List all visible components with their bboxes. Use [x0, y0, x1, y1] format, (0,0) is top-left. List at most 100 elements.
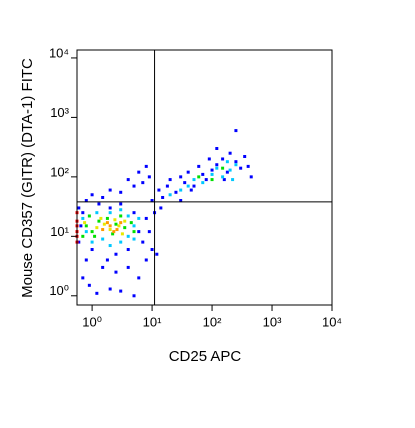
point — [144, 216, 148, 220]
point — [234, 129, 238, 133]
point — [129, 221, 133, 225]
point — [137, 276, 141, 280]
y-tick-label: 10⁰ — [49, 283, 69, 298]
point — [77, 206, 81, 210]
point — [101, 237, 105, 241]
plot-frame — [76, 49, 333, 306]
point — [168, 178, 172, 182]
point — [189, 188, 193, 192]
x-axis-title: CD25 APC — [169, 348, 242, 365]
point — [179, 199, 183, 203]
point — [114, 270, 118, 274]
point — [84, 230, 88, 234]
point — [174, 190, 178, 194]
point — [81, 276, 85, 280]
point — [114, 222, 118, 226]
point — [179, 175, 183, 179]
point — [222, 178, 226, 182]
point — [243, 155, 247, 159]
point — [225, 160, 229, 164]
point — [207, 157, 211, 161]
point — [81, 216, 85, 220]
point — [102, 222, 106, 226]
y-axis-title: Mouse CD357 (GITR) (DTA-1) FITC — [19, 58, 36, 298]
point — [137, 230, 141, 234]
point — [101, 195, 105, 199]
point — [97, 202, 101, 206]
point — [132, 184, 136, 188]
point — [95, 211, 99, 215]
point — [141, 240, 145, 244]
point — [119, 289, 123, 293]
point — [126, 234, 130, 238]
point — [115, 228, 119, 232]
point — [87, 283, 91, 287]
point — [90, 193, 94, 197]
point — [90, 230, 94, 234]
point — [105, 221, 109, 225]
point — [93, 234, 97, 238]
point — [105, 216, 109, 220]
point — [197, 175, 201, 179]
x-tick-label: 10¹ — [143, 314, 162, 329]
point — [221, 175, 225, 179]
point — [108, 244, 112, 248]
point — [117, 224, 121, 228]
point — [84, 224, 88, 228]
point — [87, 214, 91, 218]
point — [101, 228, 105, 232]
point — [95, 226, 99, 230]
point — [111, 232, 115, 236]
point — [79, 224, 83, 228]
point — [90, 240, 94, 244]
point — [150, 199, 154, 203]
point — [132, 237, 136, 241]
point — [137, 216, 141, 220]
point — [234, 163, 238, 167]
point — [119, 240, 123, 244]
point — [132, 294, 136, 298]
point — [221, 166, 225, 170]
point — [119, 221, 123, 225]
point — [186, 170, 190, 174]
point — [161, 195, 165, 199]
point — [132, 230, 136, 234]
point — [101, 265, 105, 269]
point — [192, 184, 196, 188]
point — [132, 224, 136, 228]
y-tick-label: 10¹ — [50, 224, 69, 239]
point — [201, 181, 205, 185]
point — [210, 178, 214, 182]
point — [150, 248, 154, 252]
point — [246, 164, 250, 168]
point — [99, 216, 103, 220]
point — [126, 248, 130, 252]
point — [84, 199, 88, 203]
point — [210, 172, 214, 176]
y-tick-label: 10⁴ — [49, 45, 69, 60]
point — [126, 178, 130, 182]
point — [119, 202, 123, 206]
point — [183, 181, 187, 185]
point — [165, 184, 169, 188]
point — [201, 172, 205, 176]
x-tick-label: 10² — [203, 314, 222, 329]
point — [204, 178, 208, 182]
point — [186, 184, 190, 188]
point — [108, 211, 112, 215]
point — [108, 224, 112, 228]
point — [137, 170, 141, 174]
point — [179, 188, 183, 192]
point — [157, 188, 161, 192]
point — [234, 160, 238, 164]
point — [123, 226, 127, 230]
point — [108, 206, 112, 210]
point — [126, 265, 130, 269]
point — [108, 228, 112, 232]
x-tick-label: 10³ — [263, 314, 282, 329]
point — [215, 166, 219, 170]
point — [144, 258, 148, 262]
point — [159, 206, 163, 210]
point — [108, 188, 112, 192]
point — [168, 193, 172, 197]
